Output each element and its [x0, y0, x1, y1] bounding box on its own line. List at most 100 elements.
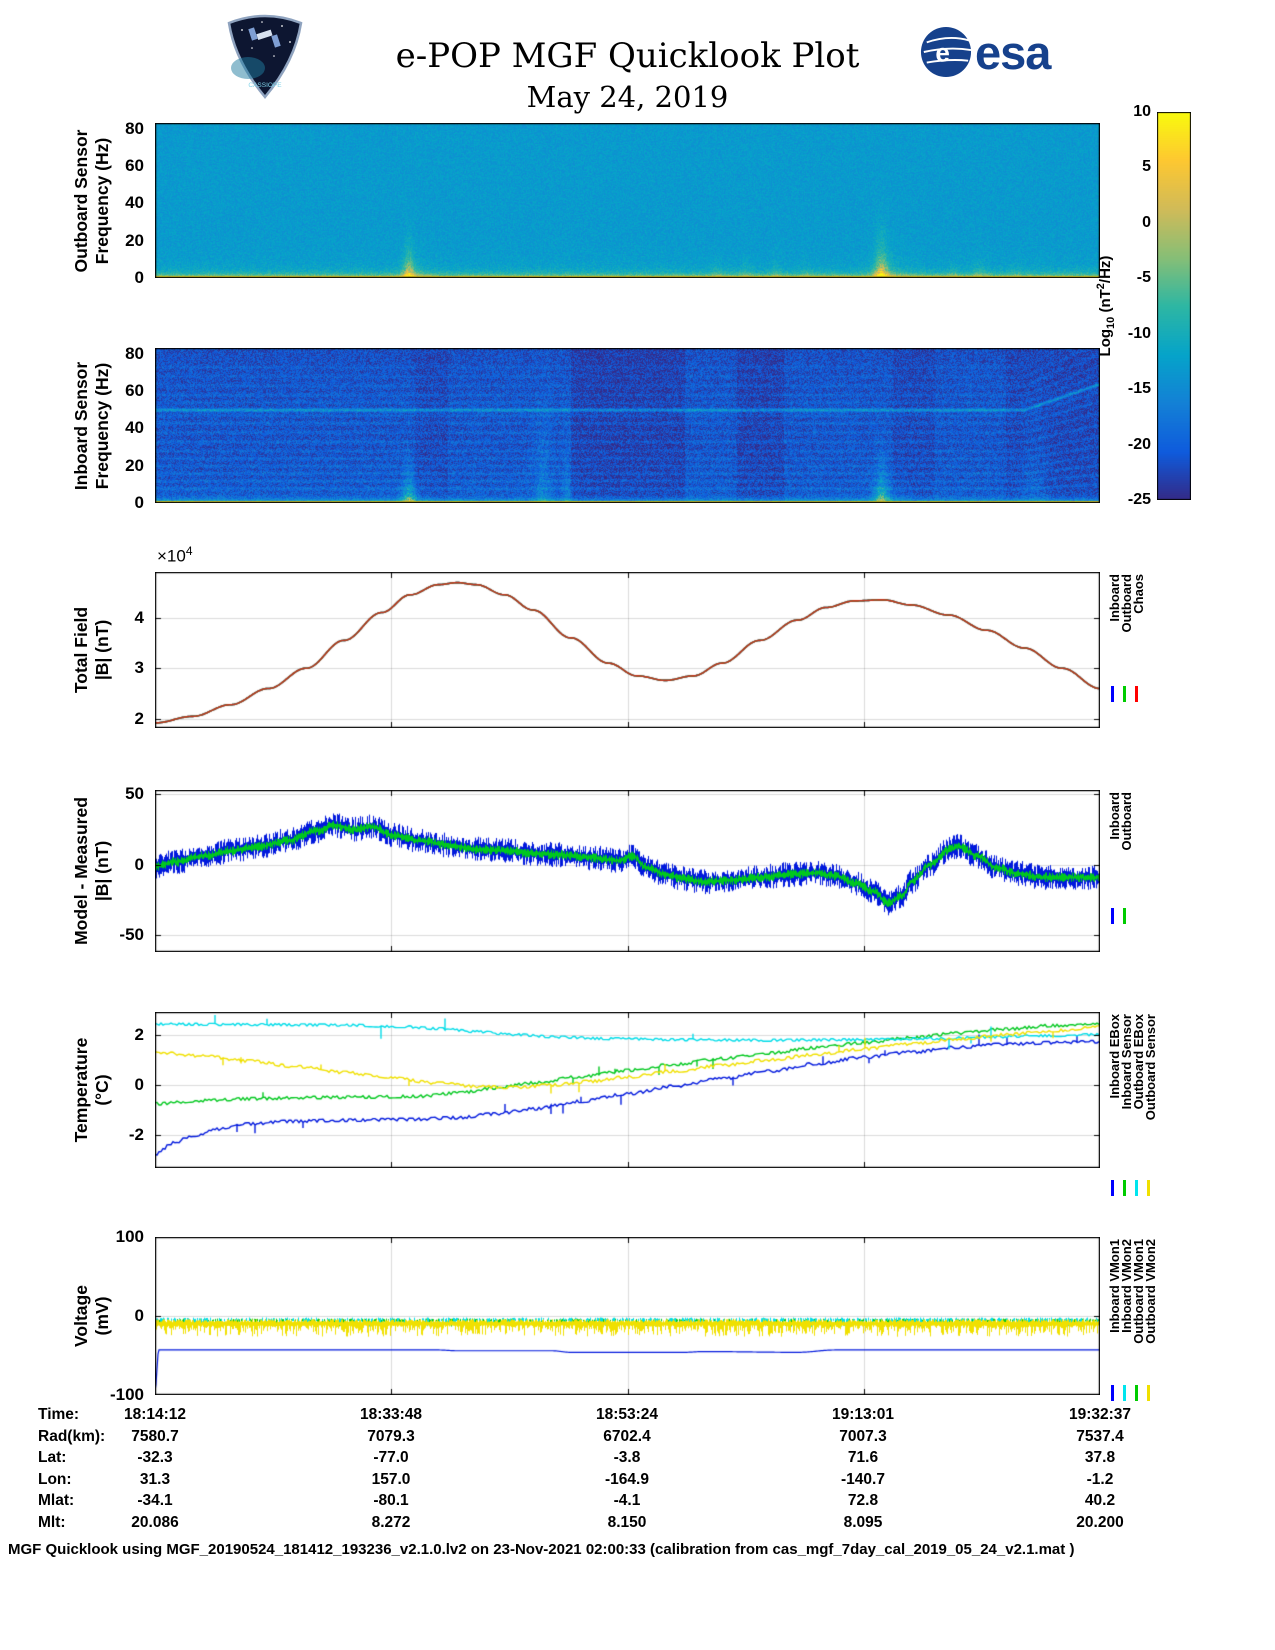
- ephemeris-value: -3.8: [613, 1449, 641, 1466]
- legend-color-mark: [1123, 1180, 1126, 1196]
- model-minus-measured-yticks: -50 0 50: [98, 784, 148, 952]
- legend-label: Outboard VMon2: [1143, 1239, 1158, 1344]
- legend-label: Chaos: [1131, 574, 1146, 614]
- ephemeris-value: -140.7: [841, 1470, 885, 1488]
- total-field-yticks: 2 3 4: [98, 572, 148, 728]
- ephemeris-value: 19:32:37: [1068, 1406, 1132, 1423]
- ephemeris-row-label: Rad(km):: [38, 1427, 106, 1445]
- ephemeris-value: 6702.4: [603, 1427, 651, 1445]
- legend-entry: Outboard VMon2: [1143, 1239, 1158, 1401]
- inboard-spectrogram-canvas: [155, 348, 1100, 503]
- colorbar-tick-label: -25: [1127, 491, 1151, 508]
- footer-note: MGF Quicklook using MGF_20190524_181412_…: [8, 1541, 1075, 1558]
- ephemeris-value: 8.150: [607, 1513, 647, 1531]
- y-tick-label: 20: [125, 455, 144, 475]
- ephemeris-row: Lon: 31.3 157.0 -164.9 -140.7 -1.2: [0, 1471, 1275, 1493]
- legend-color-mark: [1123, 908, 1126, 924]
- panel-outboard-spectrogram: Outboard Sensor Frequency (Hz) 0 20 40 60 80: [0, 119, 1275, 287]
- inboard-spectrogram-yticks: 0 20 40 60 80: [98, 344, 148, 512]
- model-minus-measured-legend: Inboard Outboard: [1107, 792, 1134, 924]
- temperature-yticks: -2 0 2: [98, 1012, 148, 1168]
- ephemeris-row: Lat: -32.3 -77.0 -3.8 71.6 37.8: [0, 1449, 1275, 1471]
- y-tick-label: 2: [134, 1024, 144, 1044]
- y-tick-label: 60: [125, 380, 144, 400]
- ephemeris-value: 157.0: [371, 1470, 411, 1488]
- y-tick-label: 2: [134, 708, 144, 728]
- y-tick-label: 40: [125, 193, 144, 213]
- ephemeris-value: 7079.3: [367, 1427, 415, 1445]
- y-tick-label: 60: [125, 155, 144, 175]
- ephemeris-value: 18:53:24: [595, 1406, 659, 1423]
- legend-entry: Inboard Sensor: [1119, 1014, 1134, 1196]
- patch-satellite-body: [256, 29, 273, 41]
- ephemeris-value: -34.1: [137, 1492, 173, 1509]
- esa-logo: e esa: [920, 25, 1051, 79]
- colorbar-tick-label: 5: [1142, 158, 1151, 176]
- legend-color-mark: [1147, 1180, 1150, 1196]
- ephemeris-value: -4.1: [613, 1492, 641, 1509]
- y-tick-label: 0: [134, 1306, 144, 1325]
- y-tick-label: 0: [134, 268, 144, 287]
- legend-entry: Inboard EBox: [1107, 1014, 1122, 1196]
- ylabel-line1: Total Field: [71, 606, 91, 694]
- colorbar-tick-label: -5: [1136, 269, 1151, 287]
- ephemeris-value: 31.3: [139, 1470, 171, 1488]
- legend-color-mark: [1111, 1385, 1114, 1401]
- plot-date: May 24, 2019: [526, 80, 729, 114]
- voltage-canvas: [155, 1237, 1100, 1395]
- ephemeris-row: Mlat: -34.1 -80.1 -4.1 72.8 40.2: [0, 1492, 1275, 1514]
- y-tick-label: 40: [125, 418, 144, 438]
- ephemeris-row-label: Mlt:: [38, 1513, 66, 1531]
- ephemeris-row-label: Time:: [38, 1406, 80, 1423]
- colorbar-axis-label: Log10 (nT2/Hz): [1095, 256, 1117, 357]
- colorbar-label-sup: 2: [1095, 283, 1107, 290]
- colorbar-label-end: /Hz): [1097, 255, 1114, 284]
- ephemeris-value: -32.3: [137, 1449, 173, 1466]
- ephemeris-value: 18:33:48: [359, 1406, 423, 1423]
- esa-logo-text: esa: [975, 25, 1051, 79]
- model-minus-measured-canvas: [155, 790, 1100, 952]
- ephemeris-value: 18:14:12: [123, 1406, 187, 1423]
- ephemeris-value: -80.1: [373, 1492, 409, 1509]
- ylabel-line1: Temperature: [71, 1037, 91, 1143]
- legend-entry: Chaos: [1131, 574, 1146, 702]
- legend-color-mark: [1147, 1385, 1150, 1401]
- colorbar: [1157, 112, 1191, 500]
- y-tick-label: 50: [125, 784, 144, 804]
- y-tick-label: 4: [134, 607, 144, 627]
- legend-color-mark: [1123, 686, 1126, 702]
- legend-entry: Inboard: [1107, 792, 1122, 924]
- legend-color-mark: [1123, 1385, 1126, 1401]
- ephemeris-value: 37.8: [1084, 1449, 1116, 1466]
- legend-color-mark: [1111, 1180, 1114, 1196]
- ylabel-line1: Outboard Sensor: [71, 129, 91, 272]
- colorbar-label-mid: (nT: [1097, 289, 1114, 317]
- ephemeris-value: 7580.7: [131, 1427, 179, 1445]
- y-tick-label: -50: [119, 925, 144, 945]
- legend-color-mark: [1111, 908, 1114, 924]
- ephemeris-row: Rad(km): 7580.7 7079.3 6702.4 7007.3 7537.4: [0, 1428, 1275, 1450]
- ephemeris-value: 20.200: [1076, 1513, 1124, 1531]
- ephemeris-value: 8.272: [371, 1513, 411, 1531]
- y-tick-label: 0: [134, 493, 144, 512]
- scale-base: ×10: [157, 546, 186, 566]
- y-tick-label: -2: [128, 1125, 144, 1145]
- outboard-spectrogram-yticks: 0 20 40 60 80: [98, 119, 148, 287]
- legend-entry: Outboard EBox: [1131, 1014, 1146, 1196]
- colorbar-tick-label: -10: [1127, 324, 1151, 342]
- y-tick-label: 100: [115, 1227, 144, 1246]
- ephemeris-value: 7537.4: [1076, 1427, 1124, 1445]
- patch-solar-panel-left: [248, 27, 258, 41]
- ephemeris-row: Mlt: 20.086 8.272 8.150 8.095 20.200: [0, 1514, 1275, 1536]
- ephemeris-value: 40.2: [1084, 1492, 1116, 1509]
- voltage-legend: Inboard VMon1 Inboard VMon2 Outboard VMon1…: [1107, 1239, 1158, 1401]
- legend-entry: Outboard VMon1: [1131, 1239, 1146, 1401]
- ephemeris-value: 8.095: [843, 1513, 883, 1531]
- esa-globe-icon: e: [920, 26, 972, 78]
- legend-entry: Inboard VMon1: [1107, 1239, 1122, 1401]
- y-tick-label: 3: [134, 658, 144, 678]
- legend-entry: Inboard VMon2: [1119, 1239, 1134, 1401]
- patch-mission-name: CASSIOPE: [248, 82, 282, 89]
